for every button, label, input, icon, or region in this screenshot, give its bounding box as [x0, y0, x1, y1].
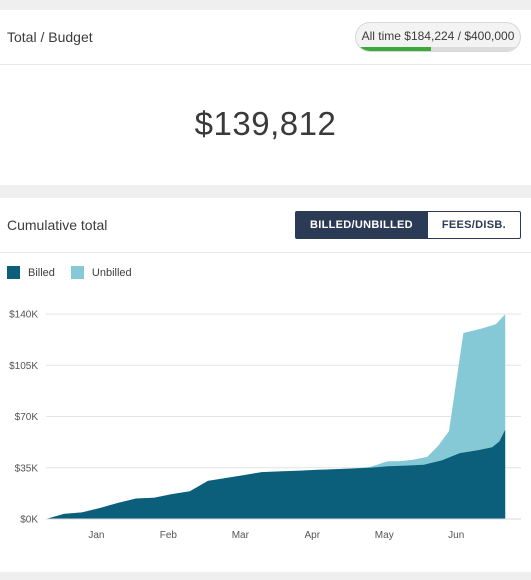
x-tick-label-feb: Feb	[160, 530, 178, 541]
legend-swatch-unbilled	[70, 266, 84, 279]
total-amount: $139,812	[194, 105, 337, 142]
legend-item-billed[interactable]: Billed	[7, 266, 55, 279]
fees-disb-toggle-button[interactable]: FEES/DISB.	[427, 211, 521, 239]
cumulative-chart-card: Cumulative total BILLED/UNBILLED FEES/DI…	[0, 198, 531, 572]
y-tick-label-0: $0K	[20, 515, 38, 526]
all-time-budget-text: All time $184,224 / $400,000	[361, 29, 515, 43]
all-time-budget-pill[interactable]: All time $184,224 / $400,000	[355, 22, 521, 52]
y-tick-label-4: $140K	[9, 310, 38, 321]
x-tick-label-jan: Jan	[88, 530, 104, 541]
budget-card-title: Total / Budget	[7, 29, 93, 45]
chart-card-title: Cumulative total	[7, 217, 108, 233]
y-tick-label-3: $105K	[9, 361, 38, 372]
x-tick-label-mar: Mar	[232, 530, 250, 541]
cumulative-area-chart: $0K $35K $70K $105K $140K Jan Feb Mar Apr May Jun	[9, 310, 521, 541]
legend-label-unbilled: Unbilled	[91, 266, 132, 279]
budget-card: Total / Budget All time $184,224 / $400,…	[0, 10, 531, 185]
x-tick-label-may: May	[375, 530, 394, 541]
budget-progress-fill	[356, 47, 432, 51]
billed-unbilled-toggle-button[interactable]: BILLED/UNBILLED	[294, 211, 428, 239]
chart-legend: Billed Unbilled	[7, 266, 148, 279]
x-tick-label-jun: Jun	[448, 530, 464, 541]
chart-areas	[46, 314, 506, 519]
y-tick-label-2: $70K	[15, 412, 39, 423]
budget-card-header: Total / Budget All time $184,224 / $400,…	[0, 10, 531, 65]
chart-axes: $0K $35K $70K $105K $140K Jan Feb Mar Apr May Jun	[9, 310, 521, 541]
budget-progress-track	[356, 47, 520, 51]
chart-mode-toggle: BILLED/UNBILLED FEES/DISB.	[294, 211, 521, 239]
legend-label-billed: Billed	[28, 266, 55, 279]
chart-card-header: Cumulative total BILLED/UNBILLED FEES/DI…	[0, 198, 531, 253]
x-tick-label-apr: Apr	[305, 530, 321, 541]
area-series-billed[interactable]	[46, 429, 506, 519]
legend-swatch-billed	[7, 266, 20, 279]
y-tick-label-1: $35K	[15, 463, 39, 474]
legend-item-unbilled[interactable]: Unbilled	[70, 266, 132, 279]
